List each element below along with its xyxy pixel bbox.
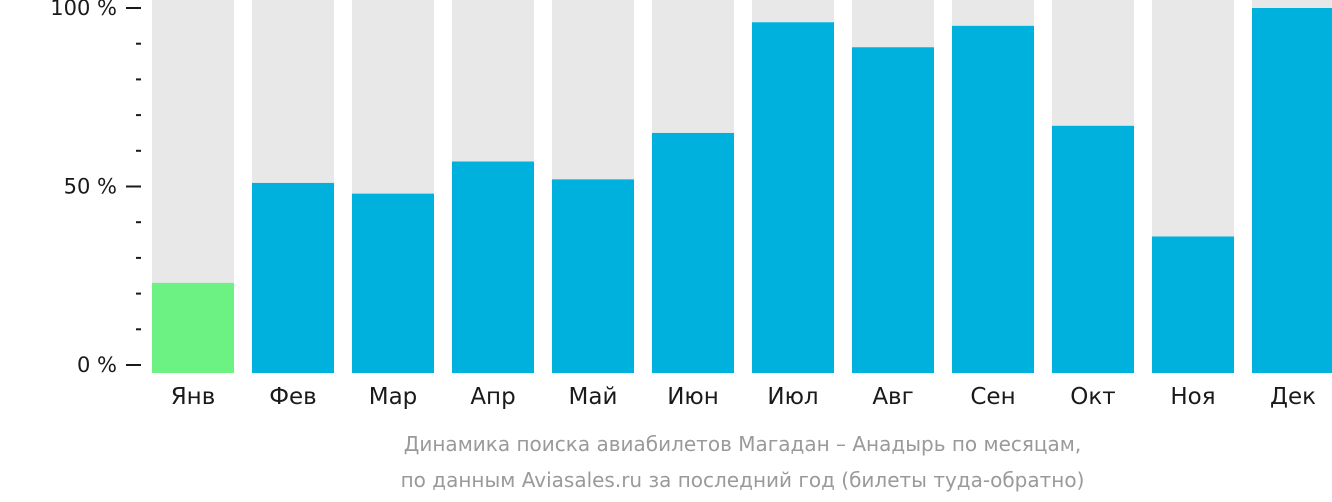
y-tick-label: 0 %	[77, 353, 117, 377]
y-tick-label: 50 %	[64, 175, 117, 199]
x-tick-label: Мар	[369, 384, 418, 410]
x-axis-labels: Янв Фев Мар Апр Май Июн Июл Авг Сен Окт Ноя Дек	[171, 384, 1316, 410]
x-tick-label: Ноя	[1170, 384, 1215, 410]
x-tick-label: Авг	[872, 384, 913, 410]
bar	[252, 182, 334, 373]
x-tick-label: Апр	[470, 384, 515, 410]
x-tick-label: Дек	[1270, 384, 1316, 410]
bar	[952, 25, 1034, 373]
bar	[852, 47, 934, 374]
x-tick-label: Окт	[1070, 384, 1115, 410]
bar	[652, 132, 734, 373]
chart-caption-line-1: Динамика поиска авиабилетов Магадан – Ан…	[403, 432, 1082, 456]
x-tick-label: Сен	[970, 384, 1015, 410]
bar	[152, 282, 234, 373]
bar	[1252, 8, 1332, 373]
y-tick-label: 100 %	[50, 0, 117, 20]
bar	[1052, 125, 1134, 373]
x-tick-label: Июл	[767, 384, 818, 410]
bar	[1152, 236, 1234, 373]
bar	[552, 179, 634, 373]
bar	[352, 193, 434, 373]
bar	[752, 22, 834, 374]
bar-chart: 0 % 50 % 100 % Янв Фев Мар Апр Май Июн Июл Авг Сен…	[50, 0, 1332, 410]
x-tick-label: Фев	[269, 384, 317, 410]
chart-caption-line-2: по данным Aviasales.ru за последний год …	[400, 468, 1085, 492]
y-axis: 0 % 50 % 100 %	[50, 0, 141, 377]
bar	[452, 161, 534, 373]
data-bars	[152, 8, 1332, 374]
x-tick-label: Июн	[667, 384, 719, 410]
x-tick-label: Янв	[171, 384, 216, 410]
x-tick-label: Май	[569, 384, 618, 410]
